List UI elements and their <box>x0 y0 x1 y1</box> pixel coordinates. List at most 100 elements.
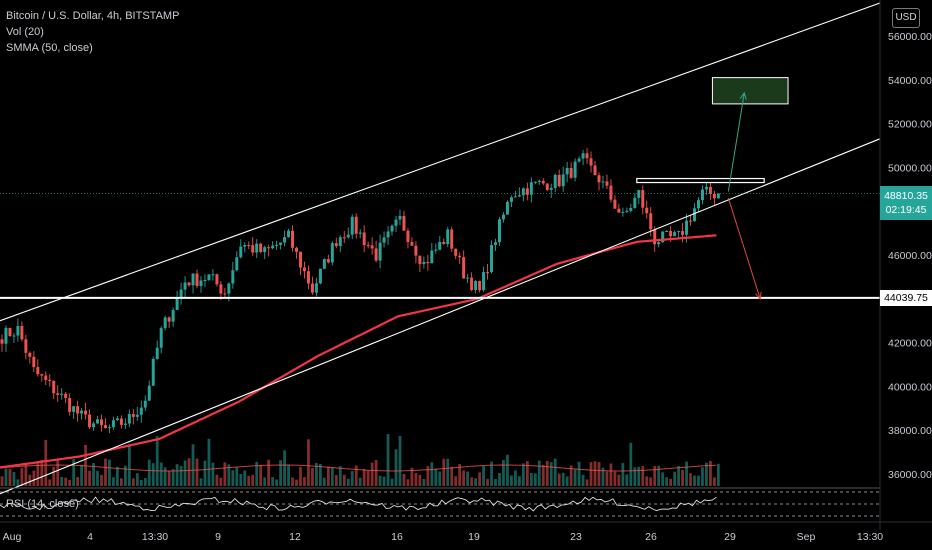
candle-body <box>4 327 8 344</box>
candle-body <box>131 414 135 417</box>
candle-body <box>394 219 398 226</box>
candle <box>565 161 569 183</box>
volume-bar <box>24 464 28 486</box>
volume-bar <box>259 464 263 486</box>
volume-bar <box>112 477 115 486</box>
volume-bar <box>645 476 649 486</box>
volume-bar <box>625 474 629 486</box>
volume-bar <box>267 459 271 486</box>
candle-body <box>259 243 263 252</box>
target-box[interactable] <box>711 77 789 105</box>
volume-bar <box>123 465 127 486</box>
volume-bar <box>386 434 390 486</box>
volume-bar <box>127 444 131 486</box>
candle <box>553 173 557 193</box>
candle <box>80 408 84 420</box>
resistance-zone[interactable] <box>636 177 765 184</box>
candle <box>12 332 16 344</box>
candle-body <box>207 274 211 281</box>
candle-body <box>8 327 12 336</box>
candle <box>414 241 418 264</box>
candle-body <box>490 245 494 273</box>
volume-bar <box>394 449 398 486</box>
candle-body <box>123 423 127 425</box>
candle <box>458 252 462 264</box>
volume-bar <box>76 477 79 486</box>
candle <box>406 228 410 249</box>
channel-lower-line[interactable] <box>0 138 880 495</box>
candle <box>330 241 334 266</box>
candle <box>541 178 545 186</box>
rsi-indicator-label[interactable]: RSI (14, close) <box>6 498 79 510</box>
candle <box>498 216 501 246</box>
candle-body <box>625 210 629 212</box>
volume-bar <box>446 458 450 486</box>
volume-bar <box>490 461 493 486</box>
candle <box>430 242 434 264</box>
candle-body <box>68 397 72 412</box>
volume-bar <box>275 479 278 486</box>
up-arrow[interactable] <box>727 92 745 192</box>
candle <box>505 200 509 215</box>
volume-bar <box>303 477 306 486</box>
volume-bar <box>235 467 239 486</box>
volume-bar <box>533 473 537 486</box>
volume-bar <box>657 465 661 486</box>
candle <box>171 307 175 327</box>
candle-body <box>406 230 410 243</box>
candle <box>207 274 211 281</box>
y-tick-label: 50000.00 <box>888 162 932 174</box>
candle-body <box>0 339 4 344</box>
candle-body <box>498 219 501 243</box>
candle <box>529 177 533 203</box>
candle <box>191 273 195 294</box>
candle <box>593 161 597 176</box>
volume-bar <box>641 466 645 486</box>
volume-bar <box>171 469 175 486</box>
volume-bar <box>139 479 143 486</box>
volume-bar <box>653 466 657 486</box>
volume-bar <box>466 471 470 486</box>
volume-bar <box>0 476 4 486</box>
candle <box>310 276 314 295</box>
volume-bar <box>64 477 68 486</box>
candle-body <box>287 230 291 238</box>
volume-bar <box>705 462 708 486</box>
volume-bar <box>402 473 406 486</box>
candle-body <box>215 274 219 285</box>
currency-button[interactable]: USD <box>892 8 920 28</box>
x-tick-label: 13:30 <box>857 531 883 543</box>
candle <box>103 418 107 429</box>
candle <box>573 158 577 182</box>
candle-body <box>267 247 271 249</box>
candle <box>561 166 565 192</box>
channel-upper-line[interactable] <box>0 2 880 322</box>
candle <box>56 385 60 402</box>
volume-bar <box>108 459 111 486</box>
candle-body <box>430 250 434 264</box>
volume-bar <box>287 464 290 486</box>
candle-body <box>629 208 633 211</box>
volume-bar <box>92 462 95 486</box>
candle-body <box>314 283 318 293</box>
candle-body <box>322 259 326 269</box>
candle <box>382 231 386 248</box>
candle-body <box>374 248 378 261</box>
candle-body <box>494 242 497 246</box>
volume-indicator-label[interactable]: Vol (20) <box>6 26 44 38</box>
volume-bar <box>247 475 251 486</box>
volume-bar <box>219 477 223 486</box>
candle-body <box>40 374 44 376</box>
candle-body <box>545 183 549 190</box>
candle <box>716 193 720 199</box>
volume-bar <box>135 473 139 486</box>
candle <box>295 246 298 259</box>
candle-body <box>597 175 601 183</box>
candle-body <box>446 229 450 245</box>
down-arrow[interactable] <box>727 197 761 299</box>
smma-indicator-label[interactable]: SMMA (50, close) <box>6 42 93 54</box>
candle-body <box>505 201 509 215</box>
candle <box>418 255 422 273</box>
symbol-title[interactable]: Bitcoin / U.S. Dollar, 4h, BITSTAMP <box>6 10 180 22</box>
